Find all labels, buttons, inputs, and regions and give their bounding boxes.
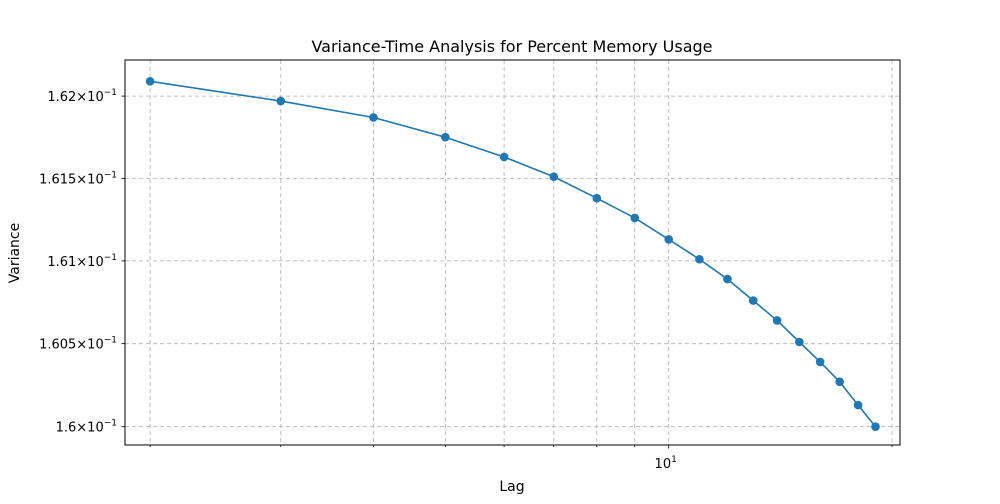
y-tick-label: 1.61×10−1 xyxy=(47,253,117,270)
y-tick-label-mantissa: 1.61 xyxy=(47,255,76,270)
data-point xyxy=(592,193,602,203)
data-point xyxy=(795,337,804,347)
data-point xyxy=(815,357,825,367)
data-point xyxy=(772,316,782,325)
data-point xyxy=(145,77,155,86)
y-axis-label: Variance xyxy=(7,223,23,283)
series-layer xyxy=(145,77,880,431)
data-point xyxy=(695,254,704,264)
y-tick-label-times: ×10 xyxy=(76,172,103,187)
y-tick-label-exponent: −1 xyxy=(104,419,117,429)
data-point xyxy=(723,274,732,284)
y-tick-label: 1.6×10−1 xyxy=(56,419,117,436)
y-tick-label-exponent: −1 xyxy=(104,253,117,263)
x-tick-label-base: 10 xyxy=(655,457,672,472)
y-tick-label-times: ×10 xyxy=(76,90,103,105)
data-point xyxy=(549,172,559,182)
y-tick-label-mantissa: 1.6 xyxy=(56,421,77,436)
y-tick-label-exponent: −1 xyxy=(104,336,117,346)
y-tick-label-exponent: −1 xyxy=(104,170,117,180)
grid-layer xyxy=(125,60,900,445)
plot-area xyxy=(125,60,900,445)
y-tick-label: 1.605×10−1 xyxy=(39,336,117,353)
data-point xyxy=(853,400,863,410)
plot-frame xyxy=(124,59,901,446)
data-point xyxy=(369,113,378,122)
data-point xyxy=(499,152,509,162)
data-point xyxy=(664,235,674,244)
y-tick-label-exponent: −1 xyxy=(104,88,117,98)
series-line xyxy=(150,80,877,428)
data-point xyxy=(871,422,880,431)
y-tick-label: 1.615×10−1 xyxy=(39,170,117,187)
y-tick-label-mantissa: 1.605 xyxy=(39,338,76,353)
y-tick-label-times: ×10 xyxy=(76,338,103,353)
y-tick-label-times: ×10 xyxy=(76,255,103,270)
data-point xyxy=(276,96,286,106)
data-point xyxy=(630,213,640,223)
data-point xyxy=(835,377,844,387)
x-axis-label: Lag xyxy=(499,479,524,495)
chart-title: Variance-Time Analysis for Percent Memor… xyxy=(311,37,712,56)
y-tick-label-times: ×10 xyxy=(76,421,103,436)
x-tick-label: 101 xyxy=(655,455,677,472)
data-point xyxy=(748,296,758,305)
y-tick-label-mantissa: 1.62 xyxy=(47,90,76,105)
y-tick-label: 1.62×10−1 xyxy=(47,88,117,105)
tick-layer: 1011.6×10−11.605×10−11.61×10−11.615×10−1… xyxy=(39,88,893,472)
x-tick-label-exponent: 1 xyxy=(671,455,677,465)
data-point xyxy=(441,132,450,142)
y-tick-label-mantissa: 1.615 xyxy=(39,172,76,187)
